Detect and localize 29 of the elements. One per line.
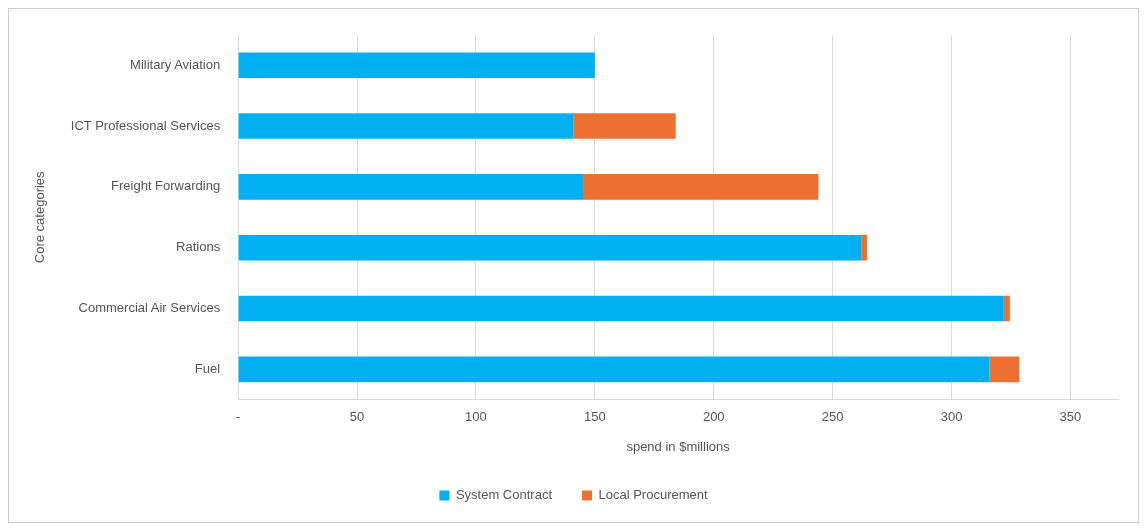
y-tick-label: Freight Forwarding (111, 178, 221, 194)
x-tick-label: 150 (583, 409, 606, 425)
bar (238, 174, 583, 200)
bar (238, 52, 595, 78)
x-tick-label: 300 (940, 409, 963, 425)
legend-label: System Contract (455, 487, 553, 503)
x-tick-label: 350 (1059, 409, 1082, 425)
bar (861, 234, 868, 261)
bar (238, 295, 1004, 322)
bar (238, 234, 862, 261)
bar (238, 356, 990, 383)
y-axis-title: Core categories (32, 170, 48, 264)
legend-label: Local Procurement (598, 487, 708, 503)
x-axis-title: spend in $millions (626, 438, 731, 454)
y-tick-label: Military Aviation (130, 56, 221, 72)
x-tick-label: 250 (821, 409, 844, 425)
y-tick-label: Fuel (194, 360, 221, 376)
y-tick-label: ICT Professional Services (70, 117, 221, 133)
x-tick-label: 200 (702, 409, 725, 425)
bar (582, 174, 819, 200)
bar (1003, 295, 1010, 322)
x-tick-label: 100 (465, 409, 487, 425)
x-tick-label: - (235, 409, 241, 425)
bar (573, 113, 676, 139)
x-tick-label: 50 (349, 409, 365, 425)
y-tick-label: Rations (176, 239, 221, 255)
bar (989, 356, 1020, 383)
y-tick-label: Commercial Air Services (78, 300, 221, 316)
bar (238, 113, 574, 139)
